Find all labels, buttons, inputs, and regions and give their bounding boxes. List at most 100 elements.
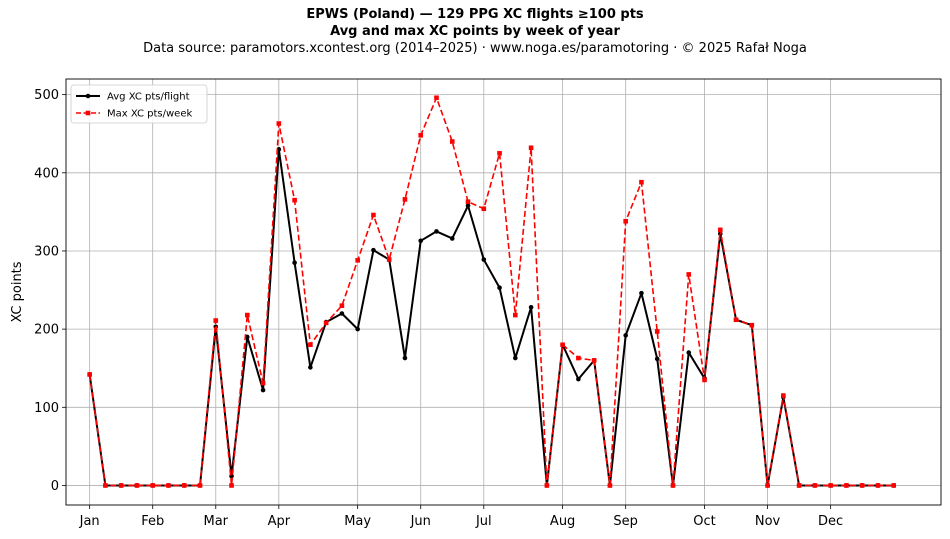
data-point xyxy=(308,342,313,348)
plot-frame xyxy=(65,78,942,506)
data-point xyxy=(639,290,644,296)
data-point xyxy=(323,320,329,326)
data-point xyxy=(434,95,439,101)
data-point xyxy=(355,326,360,332)
data-point xyxy=(765,483,770,488)
data-point xyxy=(465,199,471,205)
data-point xyxy=(103,483,108,488)
x-tick-label: Oct xyxy=(693,514,715,529)
data-point xyxy=(481,257,487,262)
legend-box xyxy=(70,84,208,124)
legend-marker xyxy=(85,110,91,116)
data-point xyxy=(166,483,171,488)
y-axis-label: XC points xyxy=(10,261,25,322)
data-point xyxy=(623,218,628,224)
data-point xyxy=(402,197,408,202)
data-point xyxy=(796,483,802,488)
y-tick-label: 400 xyxy=(34,166,59,181)
data-point xyxy=(418,132,424,138)
data-point xyxy=(844,483,849,488)
legend-label: Max XC pts/week xyxy=(107,109,192,120)
data-point xyxy=(449,236,455,241)
data-point xyxy=(197,483,203,488)
data-point xyxy=(150,483,156,488)
data-point xyxy=(229,483,234,488)
data-point xyxy=(623,333,628,338)
legend-marker xyxy=(85,93,91,99)
data-point xyxy=(308,365,313,370)
data-point xyxy=(449,139,455,144)
grid xyxy=(66,79,941,505)
chart-title-block: EPWS (Poland) — 129 PPG XC flights ≥100 … xyxy=(0,6,950,57)
data-point xyxy=(386,257,392,262)
data-point xyxy=(481,206,487,212)
data-point xyxy=(749,322,755,328)
data-point xyxy=(118,483,124,488)
data-point xyxy=(686,350,692,355)
data-point xyxy=(560,342,565,348)
data-point xyxy=(891,483,897,488)
data-point xyxy=(418,238,424,244)
data-point xyxy=(260,380,266,386)
data-point xyxy=(497,150,502,156)
data-point xyxy=(134,483,140,488)
data-point xyxy=(528,145,534,151)
legend-label: Avg XC pts/flight xyxy=(107,92,190,103)
data-point xyxy=(702,377,707,383)
data-point xyxy=(245,312,250,318)
data-point xyxy=(828,483,833,488)
x-tick-label: Apr xyxy=(268,514,291,529)
data-point xyxy=(654,329,660,334)
x-tick-label: Mar xyxy=(204,514,229,529)
data-point xyxy=(465,203,471,208)
y-tick-label: 300 xyxy=(34,244,59,259)
series-line-1 xyxy=(88,96,894,487)
data-point xyxy=(260,387,266,393)
x-tick-label: Feb xyxy=(141,514,164,529)
chart-source-note: Data source: paramotors.xcontest.org (20… xyxy=(143,41,807,56)
data-point xyxy=(371,212,376,218)
data-point xyxy=(513,312,518,318)
data-point xyxy=(371,247,376,253)
data-point xyxy=(717,227,723,233)
data-point xyxy=(213,318,219,323)
data-point xyxy=(339,303,345,308)
legend: Avg XC pts/flight Max XC pts/week xyxy=(70,84,208,124)
data-point xyxy=(733,317,739,323)
x-tick-label: Aug xyxy=(550,514,575,529)
data-point xyxy=(875,483,881,488)
chart-subtitle: Avg and max XC points by week of year xyxy=(330,24,620,39)
data-point xyxy=(670,483,676,488)
y-tick-label: 100 xyxy=(34,401,59,416)
data-point xyxy=(402,355,408,361)
data-point xyxy=(339,311,345,316)
data-point xyxy=(859,483,865,488)
data-point xyxy=(576,376,581,382)
x-tick-label: Jan xyxy=(79,514,100,529)
x-tick-label: Jul xyxy=(475,514,492,529)
data-point xyxy=(639,179,644,185)
data-point xyxy=(292,197,297,203)
data-point xyxy=(181,483,187,488)
data-point xyxy=(576,355,581,361)
data-point xyxy=(686,272,692,277)
data-point xyxy=(513,355,518,361)
data-point xyxy=(781,393,786,398)
data-point xyxy=(87,372,92,377)
x-tick-label: May xyxy=(344,514,371,529)
series-group xyxy=(87,95,897,488)
x-tick-label: Nov xyxy=(755,514,781,529)
data-point xyxy=(276,121,282,126)
x-tick-label: Jun xyxy=(410,514,431,529)
data-point xyxy=(355,258,360,263)
data-point xyxy=(591,358,597,363)
y-tick-label: 200 xyxy=(34,323,59,338)
chart-title: EPWS (Poland) — 129 PPG XC flights ≥100 … xyxy=(306,7,644,22)
series-line-0 xyxy=(88,148,894,487)
data-point xyxy=(497,285,502,291)
data-point xyxy=(812,483,818,488)
x-tick-label: Dec xyxy=(818,514,843,529)
data-point xyxy=(607,483,613,488)
data-point xyxy=(528,304,534,310)
